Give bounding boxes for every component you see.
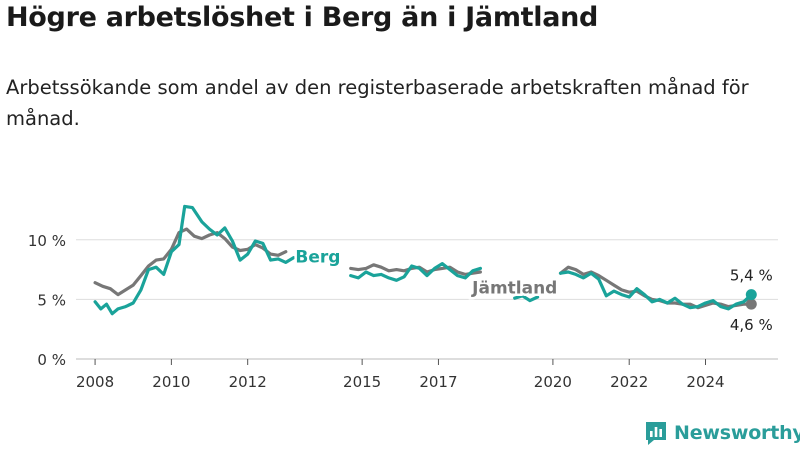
x-tick-label: 2012 xyxy=(229,373,267,391)
logo-text: Newsworthy xyxy=(674,422,800,444)
x-axis: 2008 2010 2012 2015 2017 2020 2022 2024 xyxy=(76,359,725,391)
x-tick-label: 2022 xyxy=(610,373,648,391)
series-line xyxy=(93,227,288,297)
jamtland-end-label: 4,6 % xyxy=(730,316,773,334)
series-end-point xyxy=(745,289,757,301)
series-jämtland xyxy=(93,227,757,310)
y-axis: 0 % 5 % 10 % xyxy=(28,232,66,369)
y-tick-label: 0 % xyxy=(37,351,66,369)
newsworthy-logo: Newsworthy xyxy=(644,420,800,446)
x-tick-label: 2008 xyxy=(76,373,114,391)
series-end-point xyxy=(745,298,757,310)
series-line xyxy=(558,270,753,311)
series-berg xyxy=(93,204,757,316)
series-layer xyxy=(93,204,757,316)
x-tick-label: 2015 xyxy=(343,373,381,391)
label-layer: Berg Jämtland 5,4 % 4,6 % xyxy=(293,245,773,334)
y-tick-label: 5 % xyxy=(37,291,66,309)
chart-title: Högre arbetslöshet i Berg än i Jämtland xyxy=(6,2,599,33)
jamtland-line-label: Jämtland xyxy=(471,278,557,298)
series-line xyxy=(349,262,482,282)
series-line xyxy=(93,204,296,316)
x-tick-label: 2017 xyxy=(419,373,457,391)
x-tick-label: 2010 xyxy=(152,373,190,391)
series-line xyxy=(513,294,540,303)
y-tick-label: 10 % xyxy=(28,232,66,250)
x-tick-label: 2024 xyxy=(686,373,724,391)
chart-subtitle: Arbetssökande som andel av den registerb… xyxy=(6,76,749,130)
berg-end-label: 5,4 % xyxy=(730,267,773,285)
x-tick-label: 2020 xyxy=(534,373,572,391)
newsworthy-icon xyxy=(646,422,666,445)
berg-line-label: Berg xyxy=(295,247,340,267)
